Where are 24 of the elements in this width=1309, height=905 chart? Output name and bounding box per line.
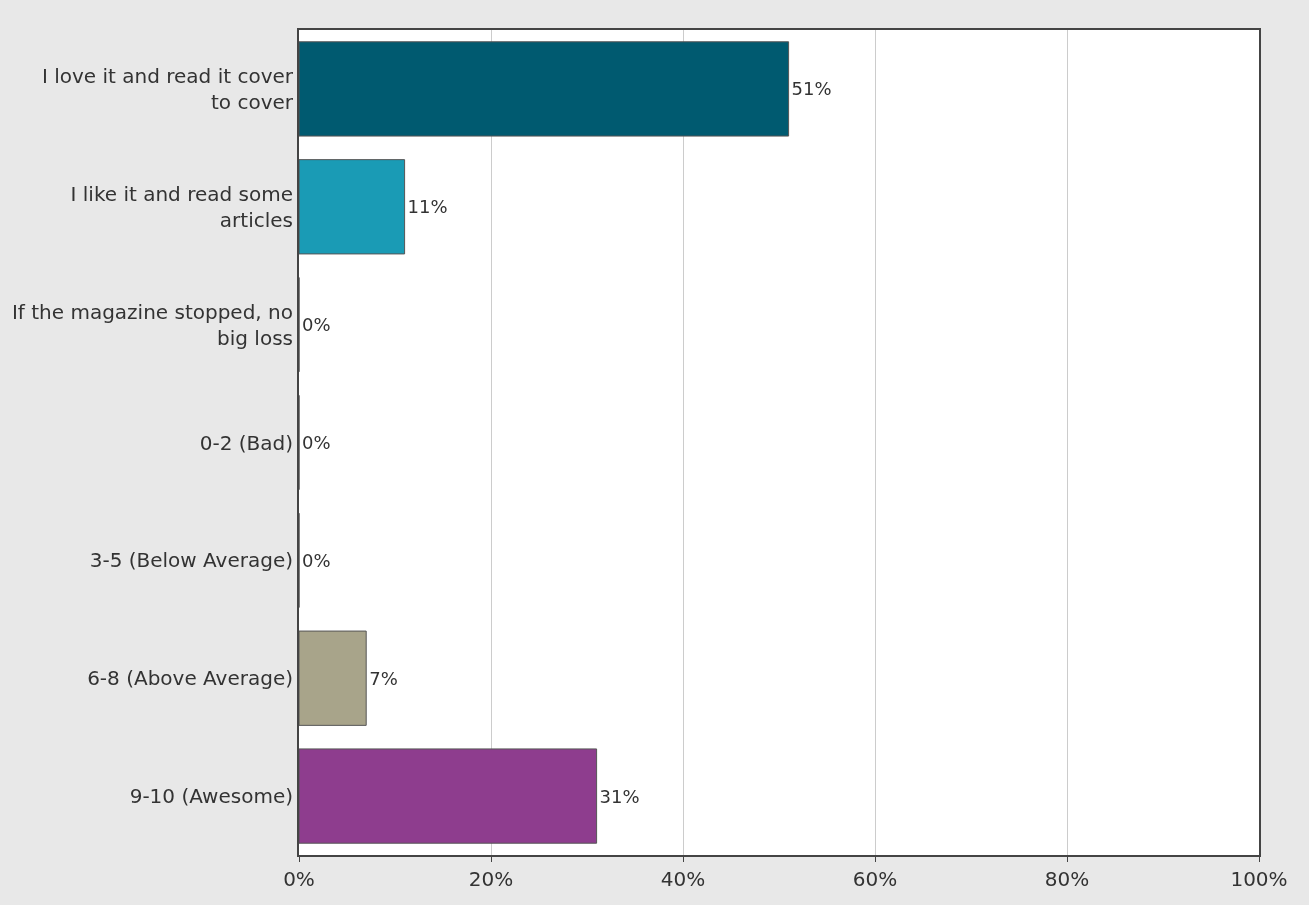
- data-label: 31%: [599, 785, 640, 807]
- y-tick-label: I love it and read it cover to cover: [41, 63, 294, 114]
- x-tick-label: 40%: [660, 867, 706, 891]
- bar: [299, 159, 406, 255]
- x-tick-label: 0%: [283, 867, 315, 891]
- data-label: 11%: [407, 196, 448, 218]
- y-tick-label: I like it and read some articles: [70, 181, 293, 232]
- x-tick-label: 60%: [852, 867, 898, 891]
- x-tick-label: 20%: [468, 867, 514, 891]
- bar: [299, 748, 598, 844]
- bar: [299, 630, 367, 726]
- data-label: 0%: [302, 432, 331, 453]
- y-tick-label: 0-2 (Bad): [199, 430, 293, 455]
- x-tick-label: 100%: [1230, 867, 1288, 891]
- data-label: 0%: [302, 314, 331, 336]
- y-tick-label: 6-8 (Above Average): [87, 666, 293, 691]
- y-tick-label: If the magazine stopped, no big loss: [11, 299, 293, 350]
- x-tick-label: 80%: [1044, 867, 1090, 891]
- y-tick-label: 3-5 (Below Average): [89, 548, 293, 573]
- data-label: 0%: [302, 549, 331, 571]
- data-label: 7%: [369, 667, 398, 689]
- y-tick-label: 9-10 (Awesome): [129, 784, 293, 809]
- bar: [299, 41, 790, 137]
- data-label: 51%: [791, 78, 832, 100]
